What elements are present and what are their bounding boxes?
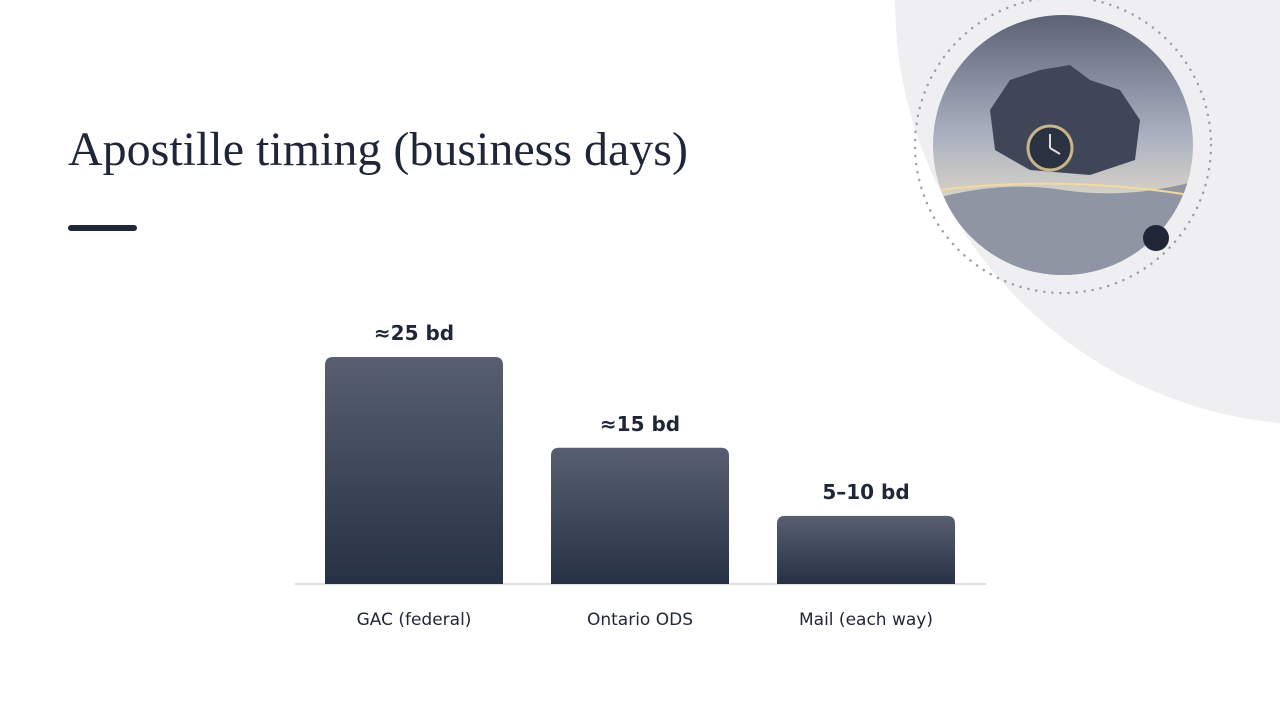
category-label: GAC (federal) [357, 610, 472, 630]
title-underline [68, 225, 137, 231]
bar [551, 447, 729, 584]
value-label: ≈15 bd [600, 412, 680, 436]
category-label: Mail (each way) [799, 610, 933, 630]
value-label: ≈25 bd [374, 321, 454, 345]
bar [777, 515, 955, 584]
decor-dot [1143, 225, 1169, 251]
value-label: 5–10 bd [822, 480, 909, 504]
dotted-ring [913, 0, 1213, 295]
category-label: Ontario ODS [587, 610, 693, 630]
bar [325, 357, 503, 584]
chart-title: Apostille timing (business days) [68, 123, 688, 176]
